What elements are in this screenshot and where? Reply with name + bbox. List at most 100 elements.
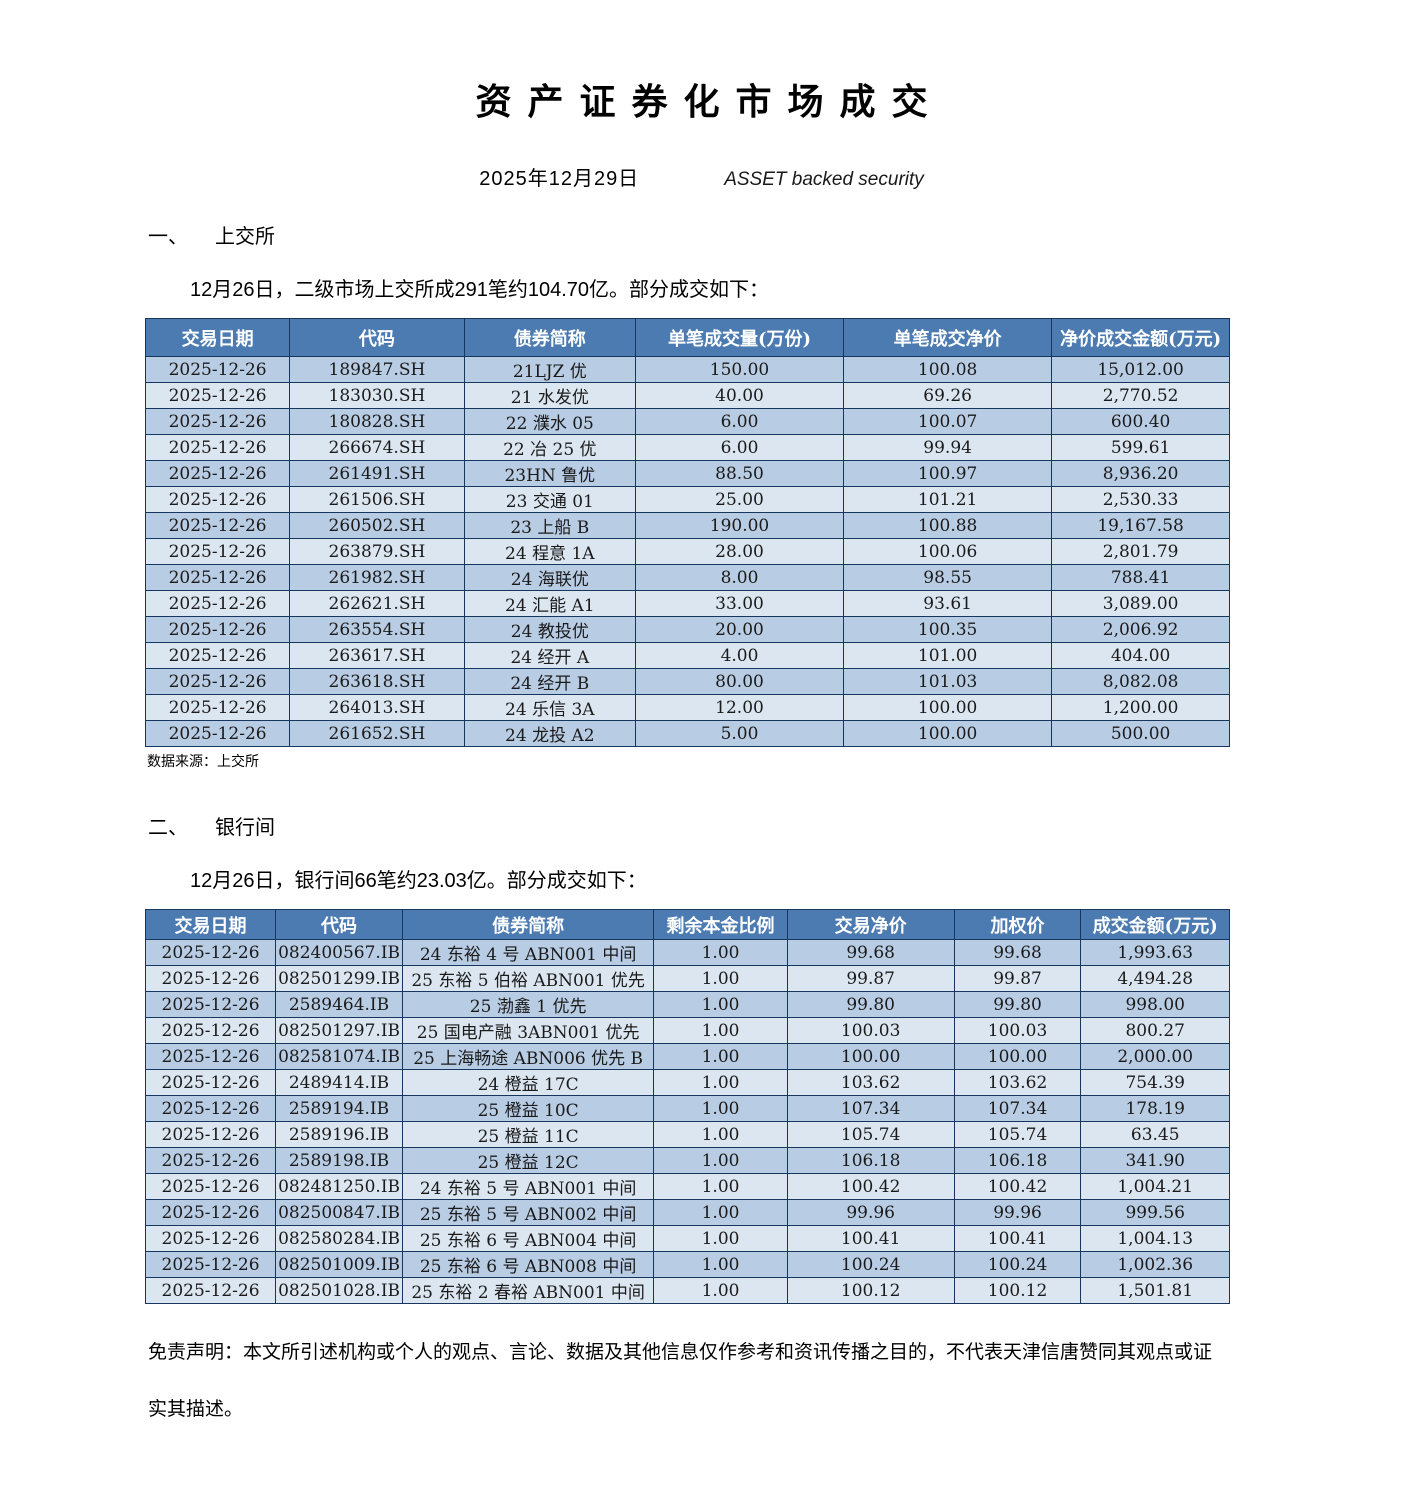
table-cell: 25 上海畅途 ABN006 优先 B: [401, 1043, 655, 1070]
table-cell: 100.00: [953, 1043, 1082, 1070]
table-cell: 2589198.IB: [275, 1147, 403, 1174]
table-cell: 599.61: [1051, 434, 1230, 461]
table-cell: 2,000.00: [1080, 1043, 1230, 1070]
table-row: 2025-12-26 082501299.IB 25 东裕 5 伯裕 ABN001 …: [144, 965, 1230, 992]
table-cell: 100.88: [843, 512, 1053, 539]
table-cell: 25 东裕 5 号 ABN002 中间: [401, 1199, 655, 1226]
table-cell: 2025-12-26: [144, 460, 291, 487]
table-cell: 082400567.IB: [275, 939, 403, 966]
table-row: 2025-12-26 264013.SH 24 乐信 3A 12.00 100.00 1,…: [144, 694, 1230, 721]
table-cell: 1.00: [653, 1043, 788, 1070]
section-number: 一、: [148, 226, 188, 248]
table-cell: 082581074.IB: [275, 1043, 403, 1070]
column-header: 代码: [275, 909, 403, 940]
section-title: 银行间: [215, 817, 275, 839]
table-cell: 100.12: [786, 1277, 955, 1304]
table-cell: 99.87: [953, 965, 1082, 992]
table-cell: 2025-12-26: [144, 939, 277, 966]
sse-trades-table: 交易日期 代码 债券简称 单笔成交量(万份) 单笔成交净价 净价成交金额(万元) 2025-…: [144, 318, 1230, 747]
table-cell: 101.03: [843, 668, 1053, 695]
table-cell: 22 濮水 05: [463, 408, 636, 435]
section-heading-interbank: 二、 银行间: [148, 816, 1403, 840]
table-cell: 25 东裕 6 号 ABN008 中间: [401, 1251, 655, 1278]
table-cell: 23 交通 01: [463, 486, 636, 513]
table-cell: 2589194.IB: [275, 1095, 403, 1122]
table-cell: 63.45: [1080, 1121, 1230, 1148]
table-cell: 21LJZ 优: [463, 356, 636, 383]
table-cell: 99.80: [953, 991, 1082, 1018]
table-row: 2025-12-26 261491.SH 23HN 鲁优 88.50 100.97 8,9…: [144, 460, 1230, 487]
table-cell: 4,494.28: [1080, 965, 1230, 992]
table-cell: 1.00: [653, 939, 788, 966]
table-cell: 2025-12-26: [144, 590, 291, 617]
table-cell: 99.96: [786, 1199, 955, 1226]
table-cell: 99.80: [786, 991, 955, 1018]
column-header: 剩余本金比例: [653, 909, 788, 940]
table-cell: 6.00: [634, 408, 845, 435]
table-row: 2025-12-26 2589196.IB 25 橙益 11C 1.00 105.74 1…: [144, 1121, 1230, 1148]
table-cell: 1,200.00: [1051, 694, 1230, 721]
section-number: 二、: [148, 817, 188, 839]
table-cell: 101.21: [843, 486, 1053, 513]
table-cell: 99.68: [953, 939, 1082, 966]
table-cell: 500.00: [1051, 720, 1230, 747]
table-cell: 1.00: [653, 991, 788, 1018]
table-cell: 105.74: [953, 1121, 1082, 1148]
table-cell: 1.00: [653, 1147, 788, 1174]
table-cell: 1,004.13: [1080, 1225, 1230, 1252]
table-cell: 2025-12-26: [144, 1095, 277, 1122]
table-cell: 25 橙益 12C: [401, 1147, 655, 1174]
table-cell: 2025-12-26: [144, 991, 277, 1018]
table-cell: 100.00: [843, 694, 1053, 721]
table-cell: 998.00: [1080, 991, 1230, 1018]
table-cell: 800.27: [1080, 1017, 1230, 1044]
table-cell: 101.00: [843, 642, 1053, 669]
table-cell: 260502.SH: [289, 512, 465, 539]
table-row: 2025-12-26 261652.SH 24 龙投 A2 5.00 100.00 500…: [144, 720, 1230, 747]
table-cell: 100.42: [786, 1173, 955, 1200]
table-cell: 100.35: [843, 616, 1053, 643]
table-cell: 24 东裕 5 号 ABN001 中间: [401, 1173, 655, 1200]
table-cell: 2025-12-26: [144, 382, 291, 409]
table-cell: 25 东裕 6 号 ABN004 中间: [401, 1225, 655, 1252]
table-cell: 22 冶 25 优: [463, 434, 636, 461]
table-cell: 262621.SH: [289, 590, 465, 617]
table-cell: 1,002.36: [1080, 1251, 1230, 1278]
table-cell: 1.00: [653, 1251, 788, 1278]
table-cell: 2025-12-26: [144, 1121, 277, 1148]
table-row: 2025-12-26 262621.SH 24 汇能 A1 33.00 93.61 3,0…: [144, 590, 1230, 617]
table-row: 2025-12-26 082500847.IB 25 东裕 5 号 ABN002 中…: [144, 1199, 1230, 1226]
table-row: 2025-12-26 2589198.IB 25 橙益 12C 1.00 106.18 1…: [144, 1147, 1230, 1174]
table-cell: 180828.SH: [289, 408, 465, 435]
table-cell: 100.24: [786, 1251, 955, 1278]
table-cell: 1.00: [653, 965, 788, 992]
table-cell: 25 国电产融 3ABN001 优先: [401, 1017, 655, 1044]
table-row: 2025-12-26 082580284.IB 25 东裕 6 号 ABN004 中…: [144, 1225, 1230, 1252]
table-cell: 107.34: [953, 1095, 1082, 1122]
table-cell: 100.00: [843, 720, 1053, 747]
table-cell: 1.00: [653, 1225, 788, 1252]
table-cell: 178.19: [1080, 1095, 1230, 1122]
interbank-intro-paragraph: 12月26日，银行间66笔约23.03亿。部分成交如下：: [190, 870, 647, 892]
table-cell: 24 教投优: [463, 616, 636, 643]
table-row: 2025-12-26 082400567.IB 24 东裕 4 号 ABN001 中…: [144, 939, 1230, 966]
table-cell: 24 乐信 3A: [463, 694, 636, 721]
table-cell: 103.62: [786, 1069, 955, 1096]
table-cell: 263554.SH: [289, 616, 465, 643]
table-cell: 25 橙益 10C: [401, 1095, 655, 1122]
table-cell: 266674.SH: [289, 434, 465, 461]
table-cell: 2,801.79: [1051, 538, 1230, 565]
table-cell: 40.00: [634, 382, 845, 409]
table-row: 2025-12-26 266674.SH 22 冶 25 优 6.00 99.94 599…: [144, 434, 1230, 461]
table-cell: 999.56: [1080, 1199, 1230, 1226]
table-cell: 1.00: [653, 1173, 788, 1200]
table-cell: 1.00: [653, 1199, 788, 1226]
table-cell: 082501297.IB: [275, 1017, 403, 1044]
table-row: 2025-12-26 082501009.IB 25 东裕 6 号 ABN008 中…: [144, 1251, 1230, 1278]
table-cell: 24 东裕 4 号 ABN001 中间: [401, 939, 655, 966]
table-cell: 8.00: [634, 564, 845, 591]
table-row: 2025-12-26 261982.SH 24 海联优 8.00 98.55 788.41: [144, 564, 1230, 591]
table-cell: 80.00: [634, 668, 845, 695]
column-header: 单笔成交净价: [843, 318, 1053, 357]
table-cell: 2025-12-26: [144, 1043, 277, 1070]
